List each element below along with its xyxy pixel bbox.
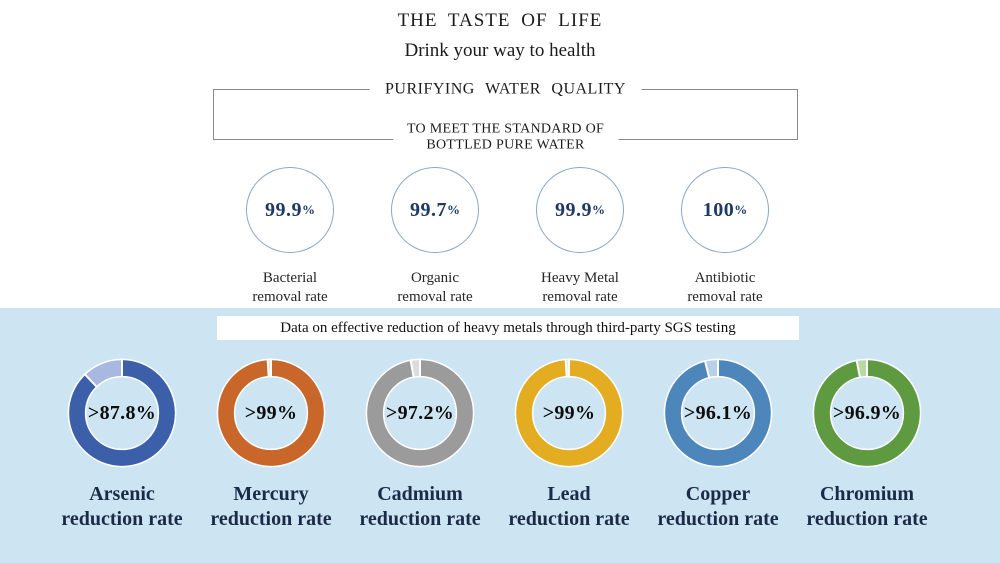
donut-chart: >99% xyxy=(215,357,327,469)
donut-label: Chromium reduction rate xyxy=(792,482,942,532)
donut-label: Mercury reduction rate xyxy=(196,482,346,532)
donut-label: Arsenic reduction rate xyxy=(47,482,197,532)
donut-lead: >99% Lead reduction rate xyxy=(494,357,644,532)
rate-value: 99.9 xyxy=(555,198,592,221)
donut-value: >87.8% xyxy=(87,401,157,424)
rate-label-line2: removal rate xyxy=(397,289,473,305)
removal-rate-bacterial: 99.9% Bacterial removal rate xyxy=(218,167,362,307)
donut-copper: >96.1% Copper reduction rate xyxy=(643,357,793,532)
donut-arsenic: >87.8% Arsenic reduction rate xyxy=(47,357,197,532)
donut-label: Cadmium reduction rate xyxy=(345,482,495,532)
donut-value: >99% xyxy=(542,401,596,424)
donut-ring xyxy=(216,358,326,468)
donut-ring xyxy=(663,358,773,468)
donut-label-line2: reduction rate xyxy=(210,508,332,530)
quality-box: PURIFYING WATER QUALITY TO MEET THE STAN… xyxy=(213,80,798,154)
rate-label: Antibiotic removal rate xyxy=(653,269,797,307)
donut-value: >99% xyxy=(244,401,298,424)
donut-mercury: >99% Mercury reduction rate xyxy=(196,357,346,532)
donut-label-line1: Copper xyxy=(685,483,751,505)
removal-rate-antibiotic: 100% Antibiotic removal rate xyxy=(653,167,797,307)
rate-label: Heavy Metal removal rate xyxy=(508,269,652,307)
sgs-banner: Data on effective reduction of heavy met… xyxy=(217,316,799,340)
rate-label: Bacterial removal rate xyxy=(218,269,362,307)
page-title: THE TASTE OF LIFE xyxy=(397,10,603,31)
rate-unit: % xyxy=(734,202,748,217)
rate-label-line2: removal rate xyxy=(687,289,763,305)
donut-ring xyxy=(365,358,475,468)
donut-label-line1: Lead xyxy=(547,483,591,505)
page-subtitle: Drink your way to health xyxy=(404,40,596,61)
donut-ring xyxy=(67,358,177,468)
donut-label: Lead reduction rate xyxy=(494,482,644,532)
rate-circle: 100% xyxy=(681,167,769,253)
donut-label-line1: Chromium xyxy=(819,483,915,505)
donut-label-line2: reduction rate xyxy=(508,508,630,530)
donut-value: >96.9% xyxy=(832,401,902,424)
donut-chart: >97.2% xyxy=(364,357,476,469)
donut-label: Copper reduction rate xyxy=(643,482,793,532)
donut-value: >96.1% xyxy=(683,401,753,424)
rate-label-line1: Antibiotic xyxy=(694,270,756,286)
rate-label-line1: Bacterial xyxy=(262,270,318,286)
rate-label: Organic removal rate xyxy=(363,269,507,307)
donut-cadmium: >97.2% Cadmium reduction rate xyxy=(345,357,495,532)
rate-value: 100 xyxy=(702,198,735,221)
donut-chart: >96.1% xyxy=(662,357,774,469)
removal-rate-organic: 99.7% Organic removal rate xyxy=(363,167,507,307)
donut-value: >97.2% xyxy=(385,401,455,424)
rate-label-line2: removal rate xyxy=(252,289,328,305)
donut-label-line2: reduction rate xyxy=(359,508,481,530)
donut-chart: >96.9% xyxy=(811,357,923,469)
donut-ring xyxy=(812,358,922,468)
donut-label-line2: reduction rate xyxy=(657,508,779,530)
rate-label-line1: Organic xyxy=(410,270,460,286)
rate-unit: % xyxy=(447,202,460,217)
rate-value: 99.9 xyxy=(265,198,302,221)
rate-circle: 99.9% xyxy=(246,167,334,253)
donut-chart: >99% xyxy=(513,357,625,469)
rate-unit: % xyxy=(592,202,605,217)
quality-box-subtitle-line2: BOTTLED PURE WATER xyxy=(426,137,585,153)
rate-label-line2: removal rate xyxy=(542,289,618,305)
removal-rate-heavy-metal: 99.9% Heavy Metal removal rate xyxy=(508,167,652,307)
rate-circle: 99.7% xyxy=(391,167,479,253)
quality-box-subtitle: TO MEET THE STANDARD OF BOTTLED PURE WAT… xyxy=(392,121,619,154)
donut-label-line1: Mercury xyxy=(233,483,309,505)
rate-circle: 99.9% xyxy=(536,167,624,253)
quality-box-title: PURIFYING WATER QUALITY xyxy=(369,80,642,99)
donut-label-line2: reduction rate xyxy=(61,508,183,530)
quality-box-subtitle-line1: TO MEET THE STANDARD OF xyxy=(406,121,605,137)
donut-chart: >87.8% xyxy=(66,357,178,469)
donut-chromium: >96.9% Chromium reduction rate xyxy=(792,357,942,532)
rate-unit: % xyxy=(302,202,315,217)
donut-label-line1: Arsenic xyxy=(89,483,155,505)
donut-label-line1: Cadmium xyxy=(377,483,463,505)
donut-ring xyxy=(514,358,624,468)
donut-label-line2: reduction rate xyxy=(806,508,928,530)
rate-label-line1: Heavy Metal xyxy=(541,270,619,286)
rate-value: 99.7 xyxy=(410,198,447,221)
